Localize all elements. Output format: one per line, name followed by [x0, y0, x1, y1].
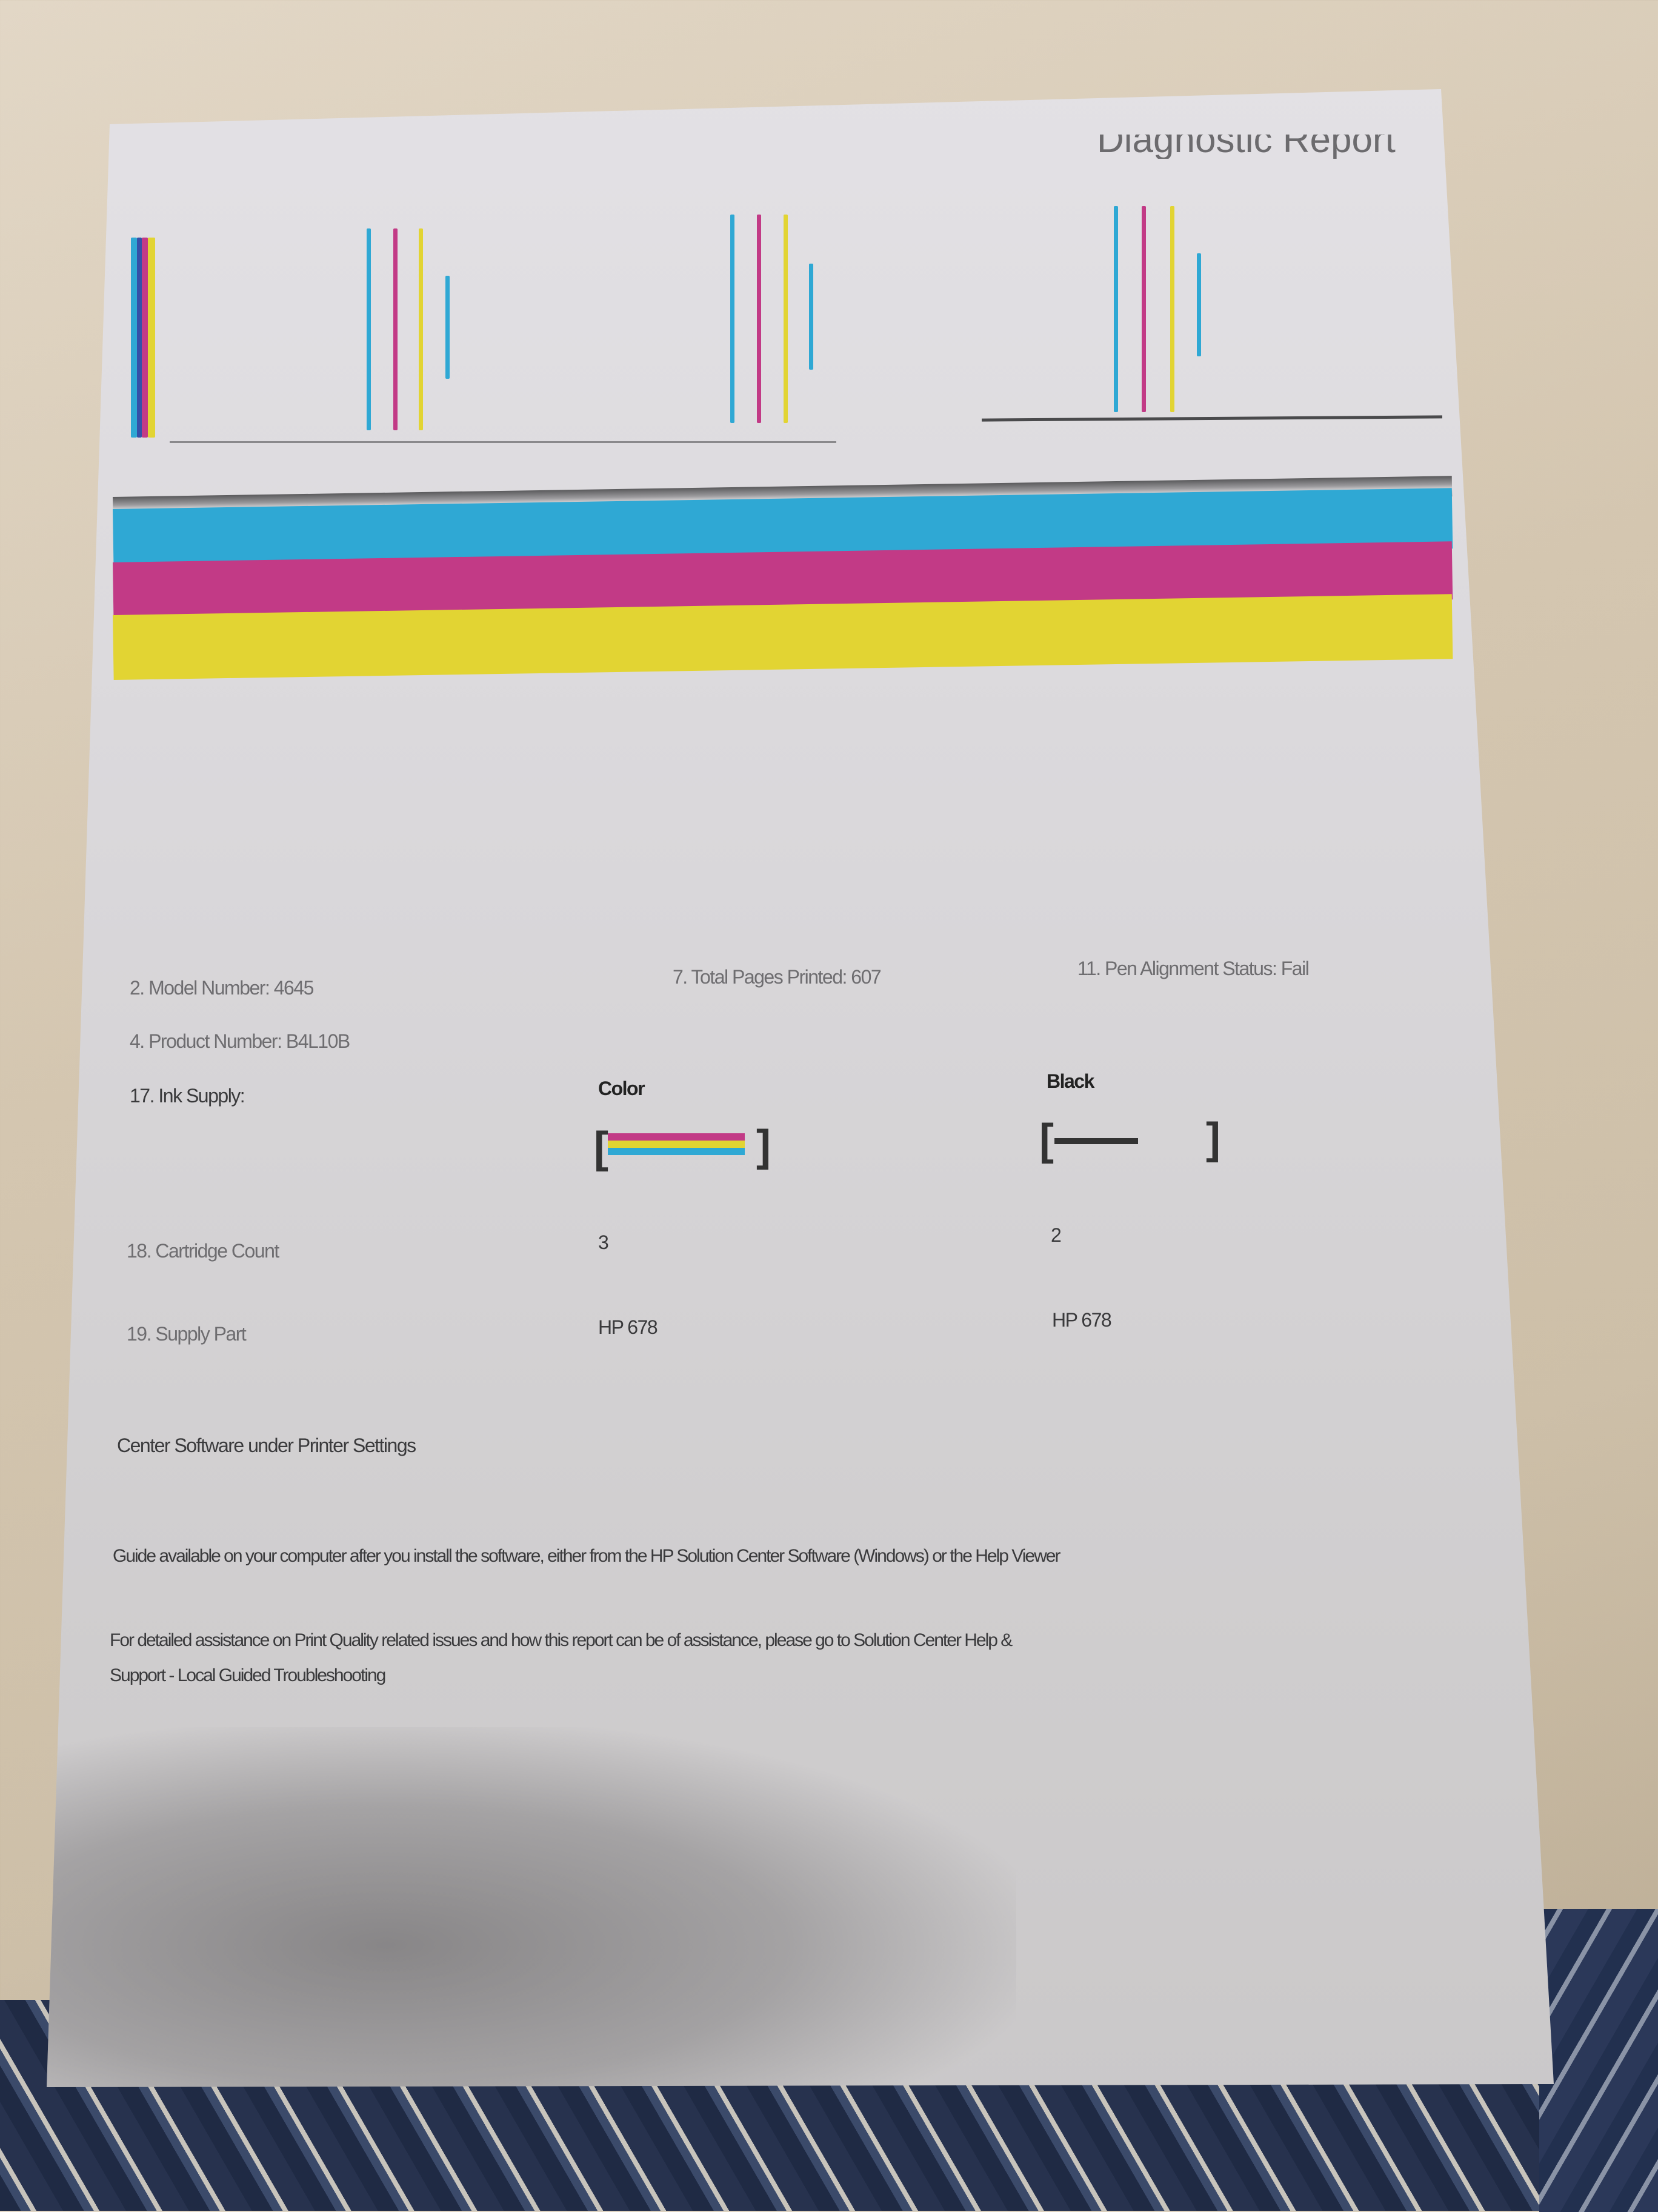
black-cartridge-label: Black	[1047, 1070, 1094, 1092]
alignment-line-magenta	[393, 228, 398, 430]
note-line: Center Software under Printer Settings	[117, 1434, 416, 1456]
divider-line	[170, 441, 836, 443]
total-pages-printed: 7. Total Pages Printed: 607	[673, 966, 882, 988]
hand-shadow	[47, 1727, 1016, 2087]
color-ink-level-gauge	[608, 1133, 745, 1155]
cartridge-count-label: 18. Cartridge Count	[127, 1240, 279, 1262]
alignment-line-magenta	[757, 215, 761, 423]
nozzle-bar-blue	[137, 238, 142, 438]
report-title: Diagnostic Report	[1097, 135, 1396, 159]
alignment-line-short-cyan	[809, 264, 813, 370]
color-cartridge-count: 3	[598, 1231, 609, 1253]
ink-supply-label: 17. Ink Supply:	[130, 1085, 245, 1107]
nozzle-bar-yellow	[148, 238, 155, 438]
gauge-bracket-right: ]	[1206, 1114, 1220, 1163]
black-supply-part: HP 678	[1052, 1309, 1112, 1331]
alignment-line-short-cyan	[445, 276, 450, 379]
alignment-line-cyan	[730, 215, 734, 423]
color-supply-part: HP 678	[598, 1316, 658, 1338]
black-cartridge-count: 2	[1051, 1224, 1062, 1246]
gauge-bracket-left: [	[594, 1124, 608, 1172]
background-fabric-edge	[1539, 1909, 1658, 2212]
nozzle-bar-magenta	[142, 238, 148, 438]
supply-part-label: 19. Supply Part	[127, 1323, 247, 1345]
divider-line	[981, 415, 1443, 422]
black-ink-level-gauge	[1054, 1138, 1138, 1144]
note-line: Guide available on your computer after y…	[113, 1546, 1060, 1566]
nozzle-bar-cyan	[131, 238, 137, 438]
pen-alignment-status: 11. Pen Alignment Status: Fail	[1077, 958, 1310, 979]
alignment-line-cyan	[367, 228, 371, 430]
alignment-line-cyan	[1114, 206, 1118, 412]
note-line: Support - Local Guided Troubleshooting	[110, 1665, 386, 1685]
alignment-line-magenta	[1142, 206, 1146, 412]
model-number: 2. Model Number: 4645	[130, 977, 314, 999]
product-number: 4. Product Number: B4L10B	[130, 1030, 350, 1052]
alignment-line-yellow	[1170, 206, 1174, 412]
alignment-line-yellow	[419, 228, 423, 430]
color-cartridge-label: Color	[598, 1078, 645, 1099]
gauge-bracket-right: ]	[756, 1122, 771, 1170]
alignment-line-yellow	[784, 215, 788, 423]
gauge-bracket-left: [	[1039, 1116, 1054, 1164]
note-line: For detailed assistance on Print Quality…	[110, 1630, 1013, 1650]
alignment-line-short-cyan	[1197, 253, 1201, 356]
